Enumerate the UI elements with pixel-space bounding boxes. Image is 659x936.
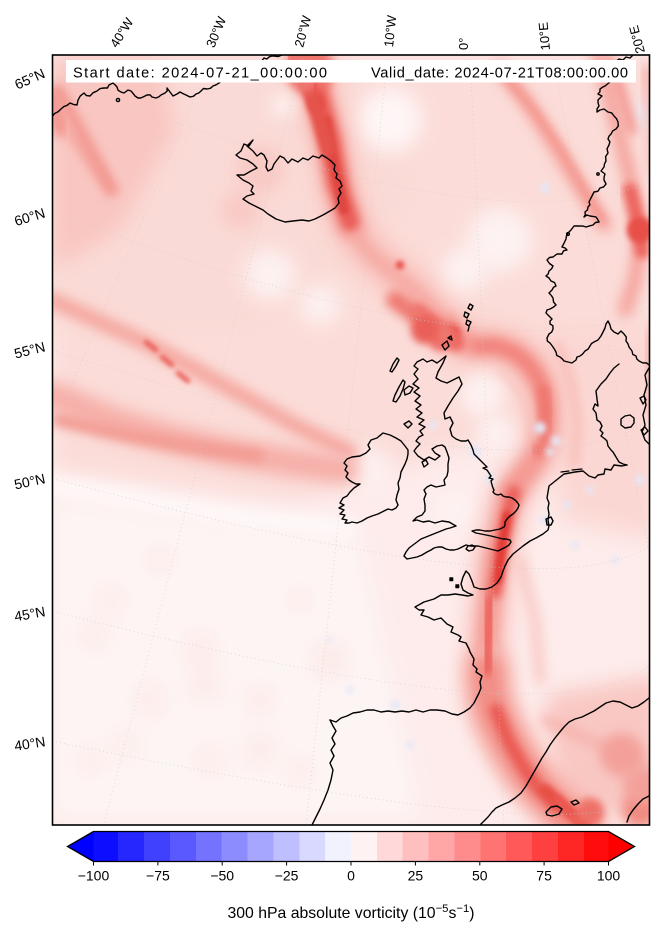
svg-text:40°N: 40°N <box>13 733 46 754</box>
svg-text:Valid_date: 2024-07-21T08:00:0: Valid_date: 2024-07-21T08:00:00.00 <box>371 66 628 82</box>
svg-text:100: 100 <box>597 868 621 884</box>
svg-text:45°N: 45°N <box>13 603 47 624</box>
svg-text:Start date: 2024-07-21_00:00:0: Start date: 2024-07-21_00:00:00 <box>73 66 327 82</box>
svg-text:−75: −75 <box>146 868 170 884</box>
svg-text:0: 0 <box>347 868 355 884</box>
svg-text:75: 75 <box>536 868 552 884</box>
svg-text:10°W: 10°W <box>381 14 399 48</box>
svg-text:25: 25 <box>408 868 424 884</box>
svg-text:−100: −100 <box>78 868 110 884</box>
svg-text:50°N: 50°N <box>13 470 47 492</box>
svg-text:0°: 0° <box>456 38 471 50</box>
svg-text:55°N: 55°N <box>13 338 47 361</box>
svg-text:−50: −50 <box>210 868 234 884</box>
svg-text:−25: −25 <box>275 868 299 884</box>
svg-text:300 hPa absolute vorticity (10: 300 hPa absolute vorticity (10−5s−1) <box>227 903 474 922</box>
svg-text:10°E: 10°E <box>536 21 553 51</box>
svg-text:20°E: 20°E <box>626 24 648 56</box>
svg-text:50: 50 <box>472 868 488 884</box>
